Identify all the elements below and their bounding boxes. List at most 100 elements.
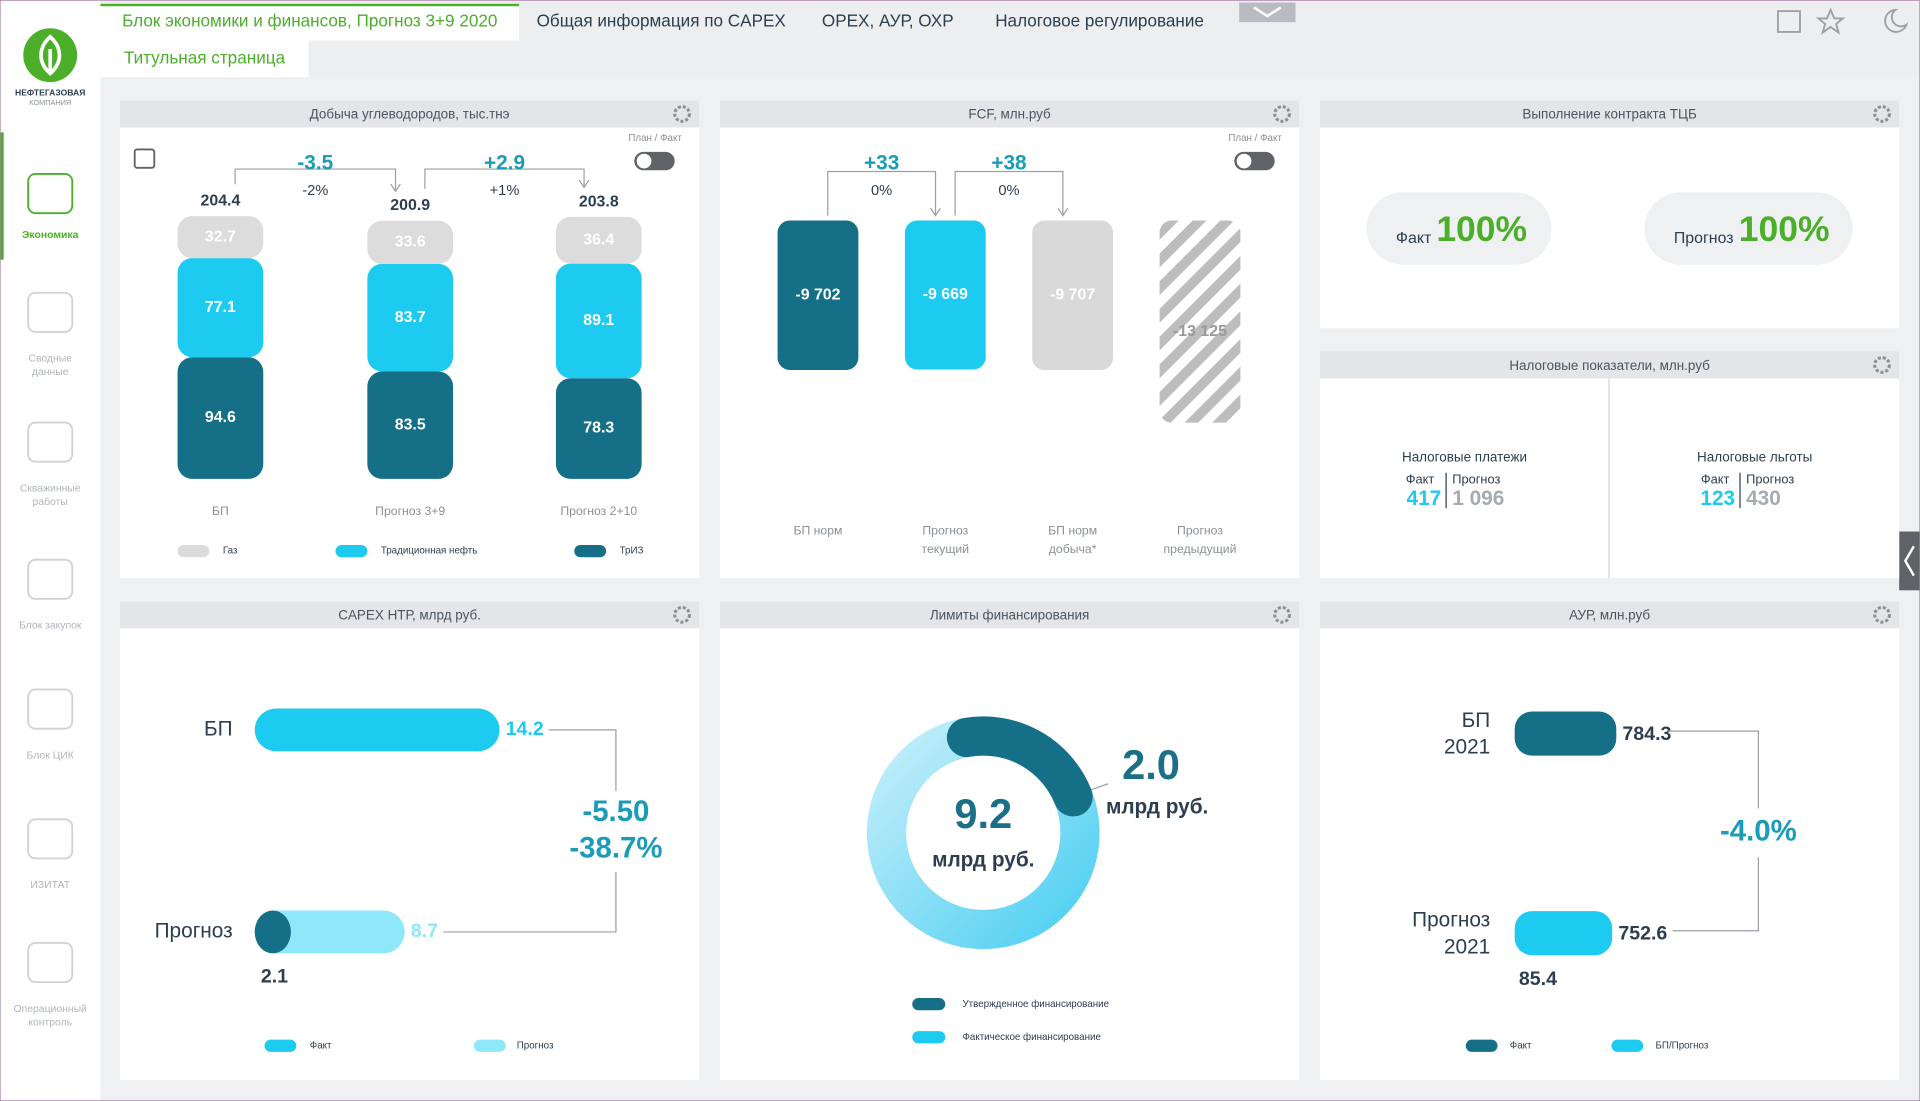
panel xyxy=(120,601,700,1081)
settings-icon[interactable] xyxy=(1873,356,1891,374)
donut-part: 2.0 xyxy=(1122,741,1180,788)
delta-pct: 0% xyxy=(871,183,892,199)
nav-label[interactable]: Скважинные xyxy=(20,483,81,494)
toggle-label: План / Факт xyxy=(628,133,682,144)
category-label: БП xyxy=(212,504,229,518)
fcf-bar xyxy=(1159,220,1241,423)
legend-label: Факт xyxy=(1510,1040,1532,1051)
panel-title: FCF, млн.руб xyxy=(968,107,1051,122)
fcf-bar xyxy=(904,220,986,370)
legend-label: Прогноз xyxy=(517,1040,554,1051)
tax-group-name: Налоговые льготы xyxy=(1697,450,1812,465)
bar-segment xyxy=(177,216,264,259)
capex-category: БП xyxy=(204,717,233,740)
fcf-value-label: -9 702 xyxy=(795,286,840,303)
nav-label[interactable]: Операционный xyxy=(14,1004,88,1015)
tab[interactable]: Титульная страница xyxy=(124,47,286,67)
panel-header xyxy=(120,100,700,128)
category-label: текущий xyxy=(921,542,969,556)
legend-label: ТрИЗ xyxy=(620,546,644,557)
settings-icon[interactable] xyxy=(1873,105,1891,123)
kpi-pill xyxy=(1366,192,1552,265)
tax-group-name: Налоговые платежи xyxy=(1402,450,1527,465)
nav-label[interactable]: работы xyxy=(33,496,68,508)
legend-swatch xyxy=(1465,1039,1498,1052)
side-drawer-tab[interactable] xyxy=(1899,531,1920,591)
legend-swatch xyxy=(177,544,210,558)
segment-label: 89.1 xyxy=(583,312,614,329)
legend-label: Газ xyxy=(223,546,238,557)
legend-swatch xyxy=(264,1039,297,1052)
bar-segment xyxy=(177,357,264,479)
panel-title: Добыча углеводородов, тыс.тнэ xyxy=(310,107,510,122)
legend-label: Традиционная нефть xyxy=(381,546,478,557)
nav-icon[interactable] xyxy=(27,688,74,730)
calendar-icon[interactable] xyxy=(133,148,156,169)
nav-icon[interactable] xyxy=(27,818,74,860)
list-icon[interactable] xyxy=(1777,10,1801,33)
panel-title: Выполнение контракта ТЦБ xyxy=(1522,107,1697,122)
tab[interactable]: OPEX, АУР, ОХР xyxy=(822,11,954,31)
bar-segment xyxy=(367,220,454,264)
legend-label: Фактическое финансирование xyxy=(962,1032,1100,1043)
capex-bar xyxy=(254,910,405,954)
total-label: 203.8 xyxy=(579,193,619,210)
panel-header xyxy=(1320,100,1900,128)
panel-header xyxy=(720,100,1300,128)
nav-label[interactable]: Блок закупок xyxy=(19,621,82,632)
fcf-bar xyxy=(777,220,859,370)
nav-icon[interactable] xyxy=(27,421,74,463)
nav-icon[interactable] xyxy=(27,942,74,984)
category-label: добыча* xyxy=(1049,542,1097,556)
tab[interactable]: Общая информация по CAPEX xyxy=(537,11,787,31)
segment-label: 36.4 xyxy=(583,231,614,248)
nav-label[interactable]: Экономика xyxy=(22,230,79,241)
aur-bar xyxy=(1514,711,1617,756)
fcf-value-label: -9 707 xyxy=(1050,286,1095,303)
settings-icon[interactable] xyxy=(1273,605,1291,624)
nav-label[interactable]: данные xyxy=(32,367,69,378)
active-tab xyxy=(100,3,520,41)
drawer-arrow xyxy=(1903,545,1915,577)
nav-label[interactable]: ИЗИТАТ xyxy=(30,880,70,891)
kpi-pill xyxy=(1644,192,1853,265)
bar-segment xyxy=(555,263,642,379)
logo-leaf xyxy=(39,34,62,77)
theme-icon[interactable] xyxy=(1884,8,1909,33)
kpi-label: Прогноз xyxy=(1674,230,1734,247)
category-label: БП норм xyxy=(793,524,842,538)
nav-icon[interactable] xyxy=(27,173,74,215)
settings-icon[interactable] xyxy=(1873,605,1891,624)
nav-label[interactable]: контроль xyxy=(28,1017,72,1028)
kpi-value: 100% xyxy=(1739,209,1830,249)
delta-pct: -38.7% xyxy=(569,832,662,865)
settings-icon[interactable] xyxy=(673,105,691,123)
kpi-label: Факт xyxy=(1396,230,1432,247)
bar-segment xyxy=(177,258,264,358)
delta-pct: 0% xyxy=(998,183,1019,199)
star-icon[interactable] xyxy=(1815,7,1846,35)
collapse-button[interactable] xyxy=(1239,2,1296,23)
category-label: БП норм xyxy=(1048,524,1097,538)
tab[interactable]: Блок экономики и финансов, Прогноз 3+9 2… xyxy=(122,11,497,31)
category-label: Прогноз 2+10 xyxy=(560,504,637,518)
aur-value-label: 752.6 xyxy=(1618,923,1667,945)
aur-category: Прогноз xyxy=(1412,908,1490,931)
settings-icon[interactable] xyxy=(1273,105,1291,123)
delta-value: -5.50 xyxy=(582,795,649,828)
category-label: Прогноз xyxy=(1177,524,1223,538)
delta-value: -4.0% xyxy=(1720,815,1797,848)
nav-label[interactable]: Сводные xyxy=(28,354,72,365)
donut-arc xyxy=(946,716,1093,817)
nav-label[interactable]: Блок ЦИК xyxy=(27,750,74,761)
segment-label: 77.1 xyxy=(205,299,236,316)
nav-icon[interactable] xyxy=(27,558,74,600)
sub-tab xyxy=(100,40,309,78)
settings-icon[interactable] xyxy=(673,605,691,624)
nav-icon[interactable] xyxy=(27,291,74,333)
total-label: 200.9 xyxy=(390,197,430,214)
donut-unit: млрд руб. xyxy=(1106,796,1208,819)
fcf-value-label: -13 125 xyxy=(1173,323,1227,340)
tax-forecast-value: 430 xyxy=(1746,487,1781,510)
tab[interactable]: Налоговое регулирование xyxy=(995,11,1204,31)
